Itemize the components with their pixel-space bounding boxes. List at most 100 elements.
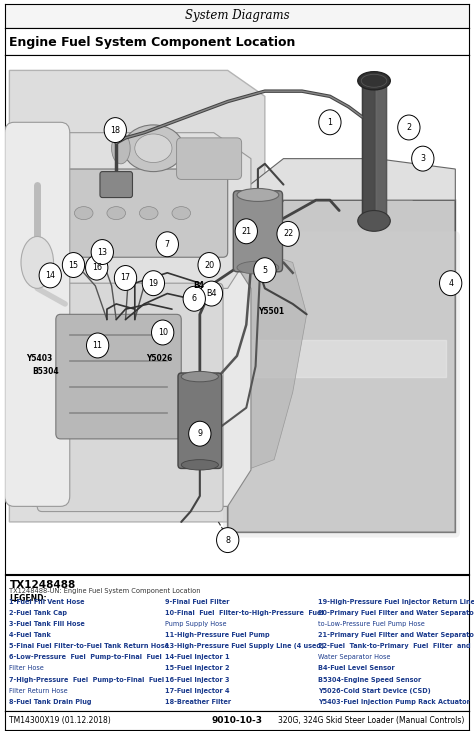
Text: 16: 16 [91, 263, 102, 272]
Ellipse shape [74, 207, 93, 219]
Text: B5304: B5304 [33, 367, 59, 376]
Text: 11-High-Pressure Fuel Pump: 11-High-Pressure Fuel Pump [165, 632, 270, 638]
FancyBboxPatch shape [5, 122, 70, 507]
Text: 4: 4 [448, 279, 453, 288]
Text: System Diagrams: System Diagrams [185, 10, 289, 22]
Text: 5-Final Fuel Filter-to-Fuel Tank Return Hose: 5-Final Fuel Filter-to-Fuel Tank Return … [9, 643, 169, 649]
Text: LEGEND:: LEGEND: [9, 594, 47, 603]
Circle shape [198, 253, 220, 278]
Circle shape [39, 263, 62, 288]
Circle shape [104, 118, 127, 143]
Text: 6: 6 [192, 295, 197, 303]
Text: TM14300X19 (01.12.2018): TM14300X19 (01.12.2018) [9, 716, 111, 724]
Text: 13: 13 [97, 248, 107, 257]
Text: 20: 20 [204, 260, 214, 270]
Ellipse shape [358, 211, 390, 231]
Text: 19-High-Pressure Fuel Injector Return Line: 19-High-Pressure Fuel Injector Return Li… [319, 599, 474, 605]
Circle shape [319, 110, 341, 135]
Text: 320G, 324G Skid Steer Loader (Manual Controls): 320G, 324G Skid Steer Loader (Manual Con… [278, 716, 465, 724]
Text: 9: 9 [197, 429, 202, 438]
Text: 18-Breather Filter: 18-Breather Filter [165, 699, 231, 705]
Text: 8: 8 [225, 536, 230, 545]
Text: 14-Fuel Injector 1: 14-Fuel Injector 1 [165, 654, 229, 660]
Circle shape [63, 253, 85, 278]
Ellipse shape [135, 134, 172, 162]
Text: Engine Fuel System Component Location: Engine Fuel System Component Location [9, 36, 296, 49]
Ellipse shape [358, 72, 390, 90]
Circle shape [142, 270, 164, 295]
Circle shape [235, 219, 257, 243]
Polygon shape [33, 252, 251, 507]
Circle shape [439, 270, 462, 295]
Text: Water Separator Hose: Water Separator Hose [319, 654, 391, 660]
Text: 1: 1 [328, 118, 332, 126]
Text: 5: 5 [262, 265, 267, 275]
Ellipse shape [181, 371, 219, 382]
Circle shape [277, 221, 299, 246]
FancyBboxPatch shape [56, 314, 181, 439]
Text: 3-Fuel Tank Fill Hose: 3-Fuel Tank Fill Hose [9, 621, 85, 627]
Text: TX1248488: TX1248488 [9, 580, 76, 590]
Ellipse shape [111, 133, 130, 164]
FancyBboxPatch shape [100, 172, 132, 197]
Text: 20-Primary Fuel Filter and Water Separator-: 20-Primary Fuel Filter and Water Separat… [319, 610, 474, 616]
Text: 10: 10 [158, 328, 168, 337]
Text: 15: 15 [68, 260, 79, 270]
Text: Y5026: Y5026 [146, 354, 173, 363]
Text: 11: 11 [92, 341, 103, 350]
Text: Y5026-Cold Start Device (CSD): Y5026-Cold Start Device (CSD) [319, 688, 431, 694]
Text: 2-Fuel Tank Cap: 2-Fuel Tank Cap [9, 610, 67, 616]
Polygon shape [228, 169, 456, 532]
Circle shape [254, 258, 276, 283]
Ellipse shape [21, 237, 54, 288]
Text: 10-Final  Fuel  Filter-to-High-Pressure  Fuel: 10-Final Fuel Filter-to-High-Pressure Fu… [165, 610, 324, 616]
Circle shape [183, 287, 205, 311]
Polygon shape [51, 133, 251, 289]
Text: Y5501: Y5501 [258, 307, 284, 317]
Ellipse shape [181, 460, 219, 470]
Text: 2: 2 [406, 123, 411, 132]
Text: 8-Fuel Tank Drain Plug: 8-Fuel Tank Drain Plug [9, 699, 92, 705]
Polygon shape [237, 159, 456, 237]
FancyBboxPatch shape [37, 283, 223, 512]
FancyBboxPatch shape [233, 191, 283, 272]
Ellipse shape [172, 207, 191, 219]
Text: 13-High-Pressure Fuel Supply Line (4 used): 13-High-Pressure Fuel Supply Line (4 use… [165, 643, 324, 649]
Text: B5304-Engine Speed Sensor: B5304-Engine Speed Sensor [319, 677, 421, 683]
Text: Pump Supply Hose: Pump Supply Hose [165, 621, 227, 627]
FancyBboxPatch shape [223, 231, 460, 537]
Text: Y5403: Y5403 [26, 354, 52, 363]
Text: 17: 17 [120, 273, 130, 282]
Circle shape [86, 333, 109, 358]
Ellipse shape [107, 207, 126, 219]
Text: 14: 14 [45, 271, 55, 280]
Text: Filter Return Hose: Filter Return Hose [9, 688, 68, 694]
Text: 22-Fuel  Tank-to-Primary  Fuel  Filter  and: 22-Fuel Tank-to-Primary Fuel Filter and [319, 643, 471, 649]
Text: 4-Fuel Tank: 4-Fuel Tank [9, 632, 51, 638]
Text: 17-Fuel Injector 4: 17-Fuel Injector 4 [165, 688, 229, 694]
Text: B4: B4 [193, 281, 204, 290]
Circle shape [411, 146, 434, 171]
Circle shape [156, 232, 179, 257]
Circle shape [201, 281, 223, 306]
Text: 3: 3 [420, 154, 425, 163]
Polygon shape [363, 81, 386, 221]
Ellipse shape [123, 125, 183, 172]
Circle shape [189, 421, 211, 446]
Ellipse shape [139, 207, 158, 219]
Text: 16-Fuel Injector 3: 16-Fuel Injector 3 [165, 677, 229, 683]
Polygon shape [9, 70, 265, 522]
Text: B4-Fuel Level Sensor: B4-Fuel Level Sensor [319, 665, 395, 672]
Circle shape [152, 320, 174, 345]
Text: 9-Final Fuel Filter: 9-Final Fuel Filter [165, 599, 229, 605]
Ellipse shape [237, 261, 279, 274]
Text: 6-Low-Pressure  Fuel  Pump-to-Final  Fuel: 6-Low-Pressure Fuel Pump-to-Final Fuel [9, 654, 162, 660]
Circle shape [398, 115, 420, 140]
Text: Filter Hose: Filter Hose [9, 665, 44, 672]
Text: 18: 18 [110, 126, 120, 135]
Text: 21: 21 [241, 227, 251, 236]
Circle shape [114, 265, 137, 290]
Text: to-Low-Pressure Fuel Pump Hose: to-Low-Pressure Fuel Pump Hose [319, 621, 425, 627]
FancyBboxPatch shape [56, 169, 228, 257]
Text: 7-High-Pressure  Fuel  Pump-to-Final  Fuel: 7-High-Pressure Fuel Pump-to-Final Fuel [9, 677, 164, 683]
